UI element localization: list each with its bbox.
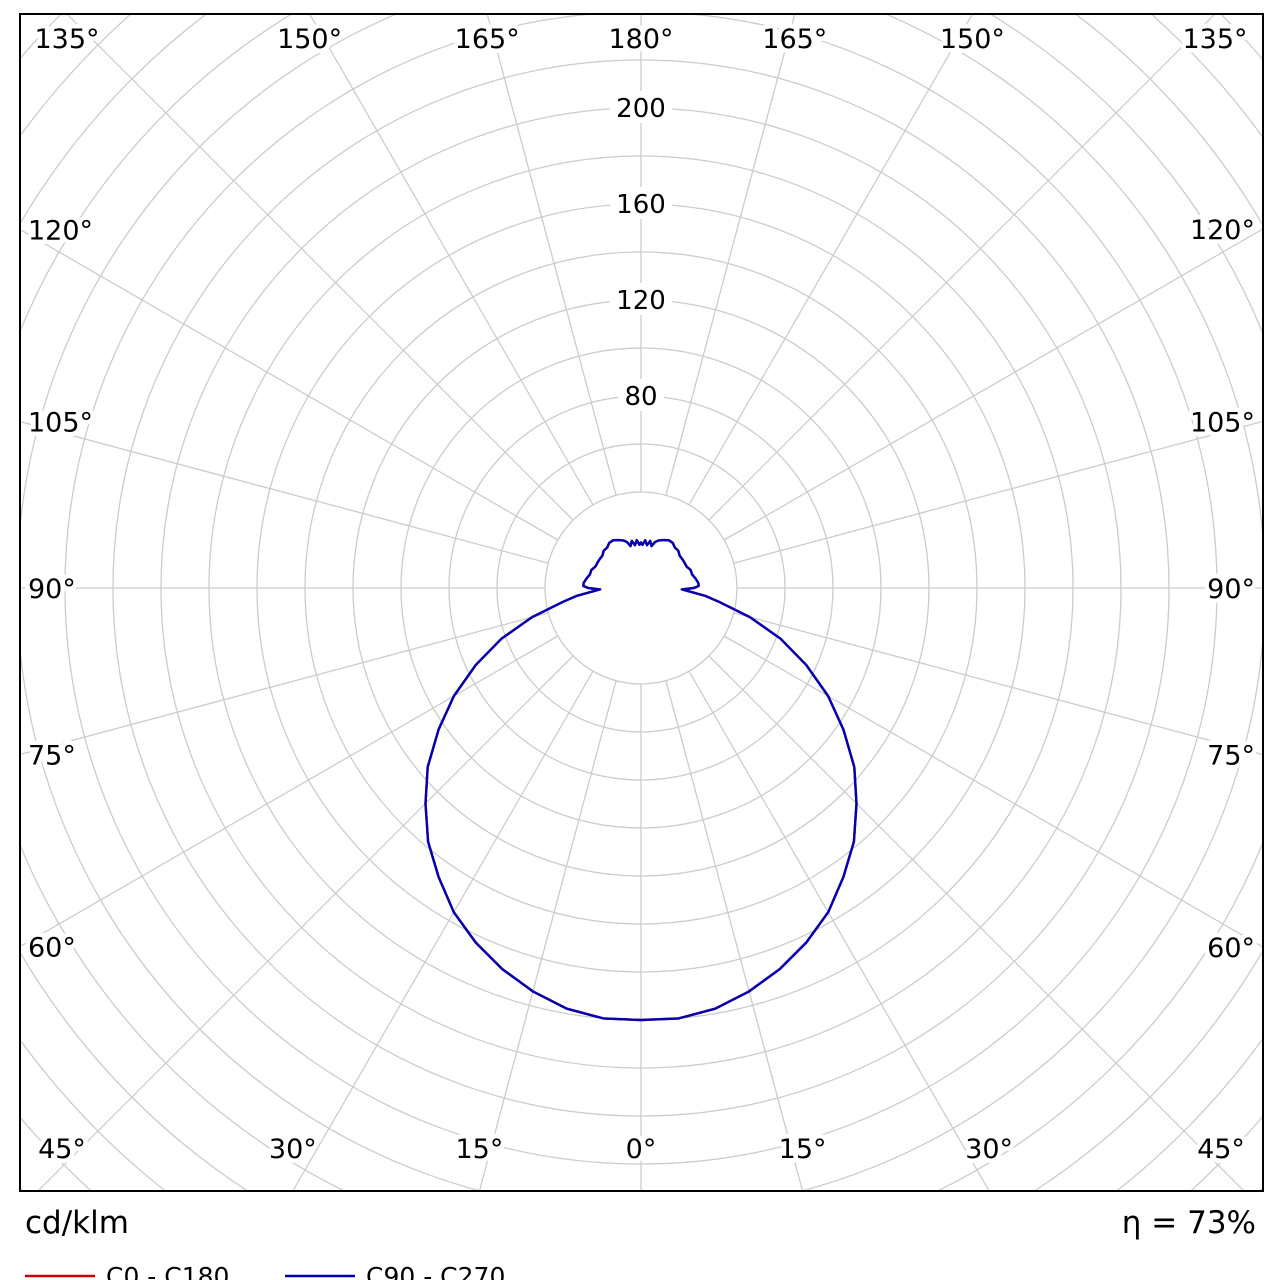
- angle-label: 105°: [28, 408, 93, 439]
- grid-spoke: [665, 680, 804, 1191]
- radial-tick-label: 200: [616, 94, 666, 124]
- angle-label: 90°: [28, 574, 76, 605]
- angle-label: 75°: [28, 740, 76, 771]
- grid-spoke: [733, 612, 1263, 756]
- grid-spoke: [37, 655, 574, 1191]
- legend-item-c90-c270: C90 - C270: [285, 1262, 505, 1280]
- angle-label: 105°: [1190, 407, 1255, 438]
- grid-spoke: [20, 635, 559, 948]
- efficiency-label: η = 73%: [1122, 1205, 1256, 1241]
- grid-spoke: [66, 14, 574, 521]
- angle-label: 135°: [1182, 24, 1247, 55]
- legend-label-c90: C90 - C270: [366, 1262, 505, 1280]
- legend-label-c0: C0 - C180: [106, 1262, 229, 1280]
- grid-spoke: [20, 420, 549, 564]
- series-curve-c90-c270: [424, 538, 858, 1022]
- grid-spoke: [723, 228, 1263, 541]
- angle-label: 90°: [1207, 574, 1255, 605]
- grid-spoke: [688, 670, 990, 1191]
- radial-tick-bg: [610, 187, 672, 219]
- radial-tick-label: 80: [624, 382, 657, 412]
- angle-label: 45°: [1197, 1134, 1245, 1165]
- angle-label: 60°: [1207, 933, 1255, 964]
- angle-label: 45°: [38, 1134, 86, 1165]
- radial-tick-bg: [610, 283, 672, 315]
- angle-label: 180°: [608, 24, 673, 55]
- unit-label: cd/klm: [25, 1205, 129, 1241]
- grid-spoke: [308, 14, 594, 506]
- angle-label: 15°: [779, 1134, 827, 1165]
- angle-label: 165°: [762, 24, 827, 55]
- plot-border: [19, 13, 1264, 1192]
- grid-spoke: [708, 655, 1245, 1191]
- radial-tick-label: 120: [616, 286, 666, 316]
- angle-label: 150°: [277, 24, 342, 55]
- grid-ring: [544, 491, 738, 685]
- angle-label: 120°: [28, 215, 93, 246]
- grid-spoke: [708, 14, 1216, 521]
- legend-item-c0-c180: C0 - C180: [25, 1262, 229, 1280]
- angle-label: 135°: [34, 24, 99, 55]
- legend: C0 - C180 C90 - C270: [25, 1262, 505, 1280]
- radial-tick-bg: [618, 379, 664, 411]
- radial-tick-bg: [610, 91, 672, 123]
- angle-label: 60°: [28, 933, 76, 964]
- grid-spoke: [733, 420, 1263, 564]
- angle-label: 75°: [1207, 741, 1255, 772]
- angle-label: 150°: [940, 24, 1005, 55]
- angle-label: 30°: [269, 1134, 317, 1165]
- grid-spoke: [688, 14, 974, 506]
- grid-spoke: [723, 635, 1263, 948]
- grid-spoke: [20, 228, 559, 541]
- angle-label: 15°: [455, 1134, 503, 1165]
- angle-label: 30°: [965, 1134, 1013, 1165]
- grid-spoke: [665, 14, 796, 496]
- angle-label: 165°: [455, 24, 520, 55]
- grid-spoke: [20, 612, 549, 756]
- grid-spoke: [486, 14, 617, 496]
- angle-label: 120°: [1190, 215, 1255, 246]
- grid-spoke: [478, 680, 617, 1191]
- grid-spoke: [292, 670, 594, 1191]
- radial-tick-label: 160: [616, 190, 666, 220]
- angle-label: 0°: [626, 1134, 657, 1165]
